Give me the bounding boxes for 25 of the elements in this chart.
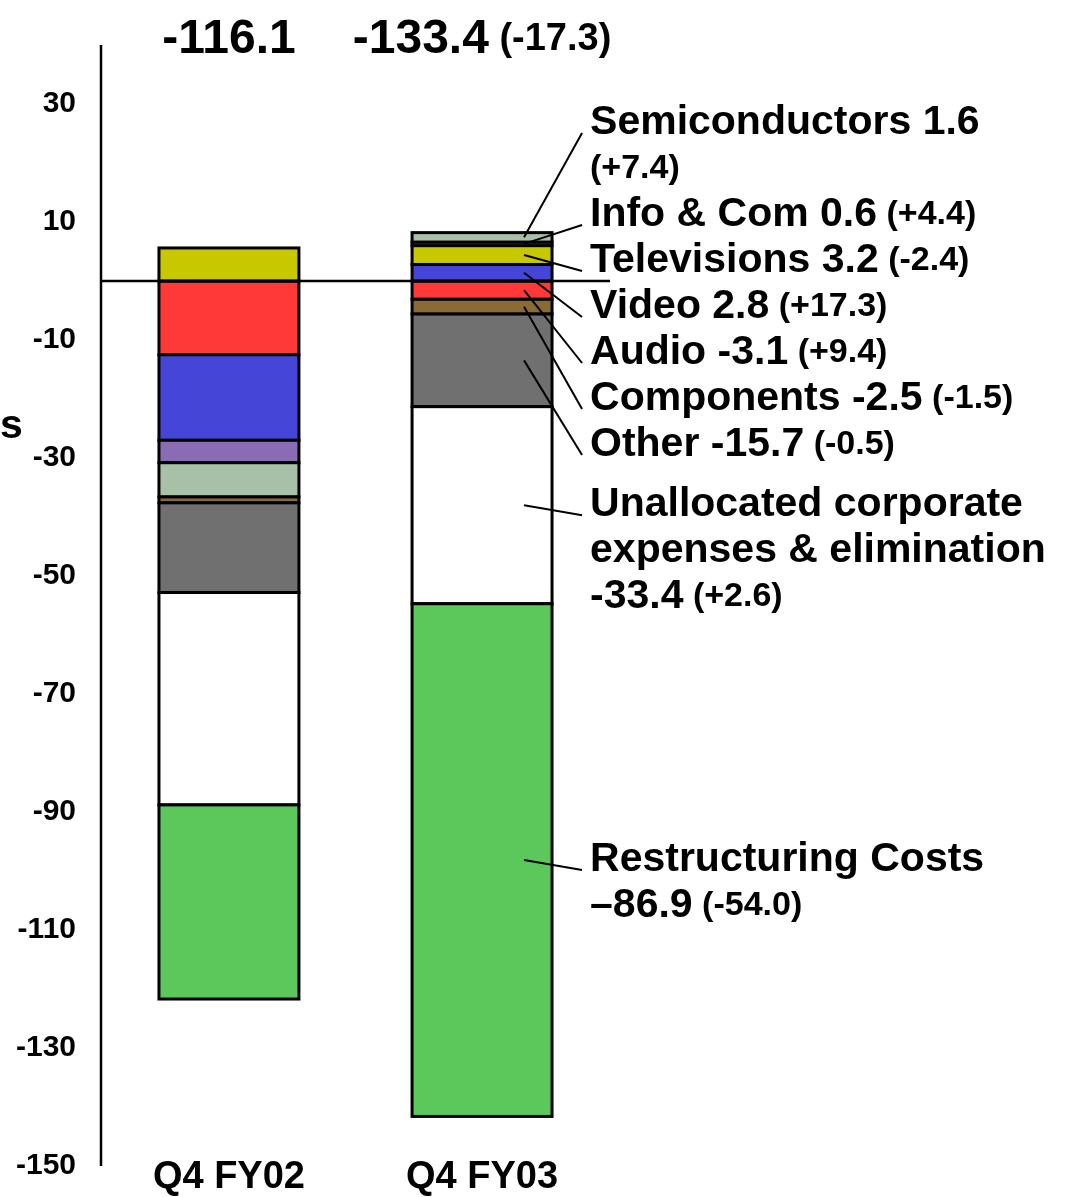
annotation: -133.4 (-17.3) (352, 9, 612, 63)
legend-label: Audio -3.1 (+9.4) (590, 326, 888, 373)
y-axis-title: s (0, 400, 23, 447)
text: Restructuring Costs –86.9 (-54.0) (590, 833, 985, 926)
y-tick-label: -70 (32, 674, 76, 708)
text: Semiconductors 1.6 (+7.4) (590, 96, 980, 185)
x-tick-label: Q4 FY02 (152, 1154, 305, 1197)
text: Unallocated corporate expenses & elimination -33.4 (+2.6) (590, 479, 1046, 618)
x-tick-label: Q4 FY03 (406, 1154, 559, 1197)
y-tick-label: -10 (32, 320, 76, 354)
legend-label: Televisions 3.2 (-2.4) (590, 234, 970, 281)
legend-label: Video 2.8 (+17.3) (590, 280, 888, 327)
y-tick-label: 10 (42, 202, 76, 236)
annotation: -116.1 (162, 9, 296, 63)
y-tick-label: -130 (15, 1028, 76, 1062)
legend-label: Components -2.5 (-1.5) (590, 372, 1014, 419)
series-label: Info & Com 0.6 (+4.4) (590, 188, 977, 235)
y-tick-label: -90 (32, 792, 76, 826)
y-tick-label: 30 (42, 84, 76, 118)
y-tick-label: -110 (17, 910, 76, 944)
y-tick-label: -50 (32, 556, 76, 590)
y-tick-label: -30 (32, 438, 76, 472)
series-label: Other -15.7 (-0.5) (590, 418, 895, 465)
bar (410, 231, 554, 244)
y-tick-label: -150 (15, 1146, 76, 1180)
